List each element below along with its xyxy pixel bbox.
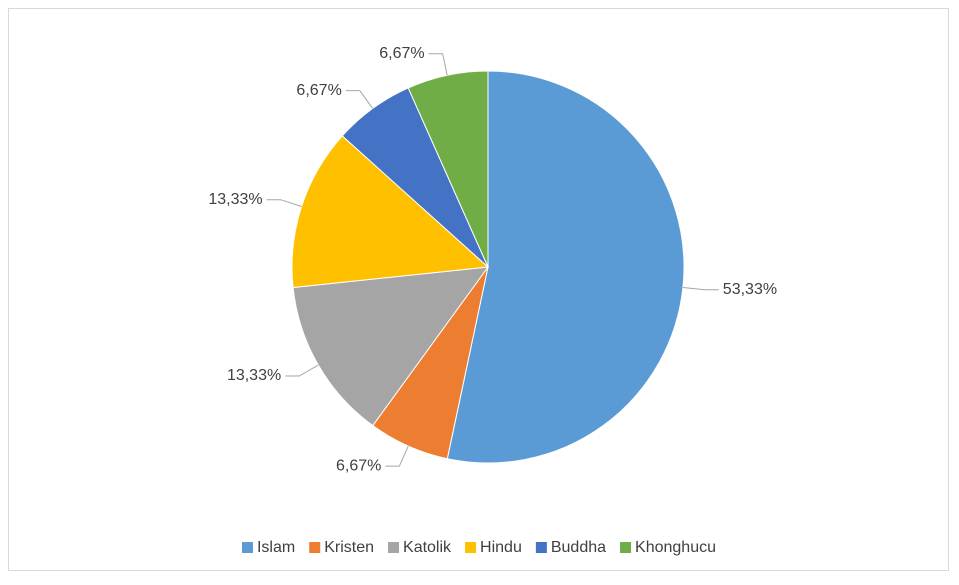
leader-line <box>385 445 409 467</box>
leader-line <box>345 90 374 109</box>
data-label: 6,67% <box>379 45 424 62</box>
leader-line <box>428 53 448 76</box>
legend-swatch <box>535 542 547 553</box>
legend-swatch <box>241 542 253 553</box>
legend-swatch <box>620 542 632 553</box>
data-label: 6,67% <box>296 82 341 99</box>
legend-label: Katolik <box>403 539 452 556</box>
data-label: 13,33% <box>208 191 262 208</box>
legend-label: Khonghucu <box>635 539 716 556</box>
data-label: 53,33% <box>723 281 777 298</box>
data-label: 13,33% <box>227 367 281 384</box>
leader-line <box>682 286 719 291</box>
leader-line <box>266 199 302 207</box>
legend-swatch <box>465 542 477 553</box>
pie-slice <box>446 70 685 464</box>
legend-label: Buddha <box>551 539 606 556</box>
legend-swatch <box>388 542 400 553</box>
data-label: 6,67% <box>336 457 381 474</box>
legend-label: Islam <box>257 539 295 556</box>
legend-label: Kristen <box>324 539 374 556</box>
legend-swatch <box>309 542 321 553</box>
legend-label: Hindu <box>480 539 522 556</box>
pie-slice <box>292 266 490 427</box>
leader-line <box>285 364 319 377</box>
pie-slice <box>291 135 490 289</box>
